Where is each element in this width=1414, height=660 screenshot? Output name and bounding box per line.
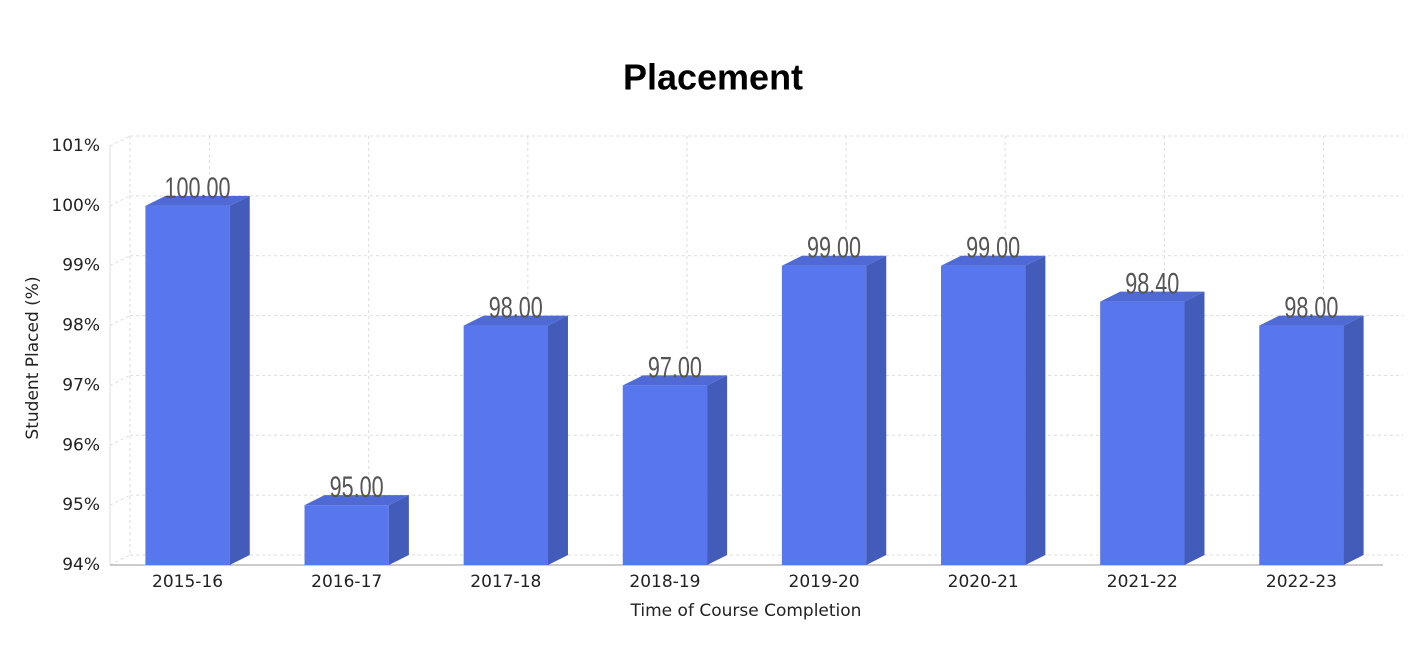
value-label: 98.00 (1284, 290, 1338, 324)
bar-side (1184, 291, 1205, 565)
y-tick-label: 100% (51, 196, 100, 216)
grid-line (109, 255, 131, 267)
bar-side-shade (707, 375, 728, 565)
value-label: 100.00 (165, 170, 231, 204)
bar-top (941, 255, 1046, 266)
y-tick-label: 99% (62, 256, 100, 276)
bar-top (463, 315, 568, 326)
grid-line (109, 494, 131, 506)
grid-line (109, 554, 131, 566)
value-label: 98.40 (1125, 266, 1179, 300)
x-tick-label: 2020-21 (948, 572, 1019, 592)
value-label: 99.00 (966, 230, 1020, 264)
bar (304, 505, 389, 565)
bar-top (781, 255, 887, 266)
bar-top (1100, 291, 1205, 302)
bar-top-shade (304, 495, 409, 506)
value-label: 98.00 (489, 290, 543, 324)
grid-line (109, 374, 131, 386)
bar (781, 265, 867, 565)
y-tick-label: 96% (62, 435, 100, 455)
grid-line (109, 135, 131, 147)
bar-side (866, 255, 887, 565)
y-tick-label: 98% (62, 316, 100, 336)
bar-top-shade (463, 315, 568, 326)
bar (622, 385, 708, 565)
x-tick-label: 2016-17 (311, 572, 382, 592)
bar-side (1343, 315, 1364, 565)
bar-side (1025, 255, 1046, 565)
x-tick-label: 2021-22 (1107, 572, 1178, 592)
bar-side (707, 375, 728, 565)
bar (1100, 301, 1185, 565)
bar-side-shade (1025, 255, 1046, 565)
x-axis-label: Time of Course Completion (630, 601, 862, 621)
bar-top (622, 375, 728, 386)
bar-side-shade (1184, 291, 1205, 565)
bar-top-shade (1259, 315, 1364, 326)
x-tick-label: 2019-20 (789, 572, 860, 592)
y-axis-label: Student Placed (%) (23, 276, 43, 439)
bar-side-shade (1343, 315, 1364, 565)
grid-line (109, 434, 131, 446)
bar-top (1259, 315, 1364, 326)
bar (941, 265, 1026, 565)
value-label: 97.00 (648, 350, 702, 384)
value-label: 95.00 (330, 470, 384, 504)
bar-top-shade (1100, 291, 1205, 302)
bar (463, 325, 548, 565)
x-tick-label: 2018-19 (629, 572, 700, 592)
x-tick-label: 2017-18 (470, 572, 541, 592)
bar-side (547, 315, 568, 565)
y-tick-label: 95% (62, 495, 100, 515)
bar-top-shade (145, 195, 250, 206)
bar-side-shade (229, 195, 250, 565)
grid-line (109, 315, 131, 327)
y-tick-label: 101% (51, 136, 100, 156)
bar (145, 205, 230, 565)
x-tick-label: 2022-23 (1266, 572, 1337, 592)
bar-top (304, 495, 409, 506)
bar-side-shade (866, 255, 887, 565)
bar-top-shade (622, 375, 728, 386)
x-tick-label: 2015-16 (152, 572, 223, 592)
bar-top-shade (781, 255, 887, 266)
bar (1259, 325, 1344, 565)
bar-side (388, 495, 409, 565)
grid-line (109, 195, 131, 207)
bar-side (229, 195, 250, 565)
bar-top-shade (941, 255, 1046, 266)
chart-title: Placement (623, 57, 803, 98)
value-label: 99.00 (807, 230, 861, 264)
bar-side-shade (547, 315, 568, 565)
bar-side-shade (388, 495, 409, 565)
bar-top (145, 195, 250, 206)
y-tick-label: 94% (62, 555, 100, 575)
y-tick-label: 97% (62, 375, 100, 395)
